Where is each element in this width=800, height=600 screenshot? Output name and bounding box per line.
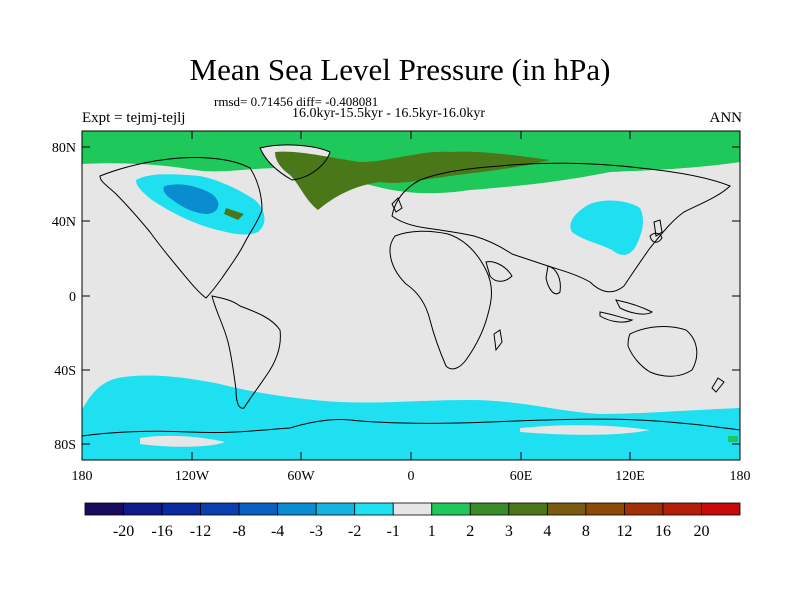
colorbar-label: -8 — [232, 523, 245, 540]
colorbar-label: 4 — [543, 523, 551, 540]
lon-tick-label: 120W — [175, 469, 210, 484]
longitude-axis: 180 120W 60W 0 60E 120E 180 — [72, 131, 751, 484]
colorbar-box — [431, 502, 471, 516]
colorbar-box — [84, 502, 124, 516]
lon-tick-label: 180 — [72, 469, 93, 484]
colorbar-box — [238, 502, 279, 516]
colorbar-label: 12 — [616, 523, 632, 540]
colorbar-label: 3 — [505, 523, 513, 540]
lat-tick-label: 40S — [54, 364, 76, 379]
east-asia-negative — [570, 200, 643, 255]
lat-tick-label: 80N — [52, 141, 76, 156]
period-label: 16.0kyr-15.5kyr - 16.5kyr-16.0kyr — [292, 106, 486, 121]
lon-tick-label: 60E — [510, 469, 533, 484]
colorbar-box — [508, 502, 548, 516]
colorbar-label: -4 — [271, 523, 284, 540]
colorbar-box — [315, 502, 356, 516]
colorbar-label: -20 — [113, 523, 134, 540]
colorbar-label: 1 — [428, 523, 436, 540]
colorbar-box — [200, 502, 240, 516]
colorbar-box — [354, 502, 394, 516]
lon-tick-label: 60W — [287, 469, 315, 484]
colorbar-box — [469, 502, 510, 516]
colorbar-box — [546, 502, 587, 516]
colorbar-label: -3 — [310, 523, 323, 540]
colorbar-label: -2 — [348, 523, 361, 540]
colorbar-label: -1 — [387, 523, 400, 540]
colorbar-box — [161, 502, 201, 516]
colorbar-label: 20 — [693, 523, 709, 540]
north-america-positive-spot — [224, 208, 244, 220]
coastlines — [81, 144, 741, 437]
map-title: Mean Sea Level Pressure (in hPa) — [189, 52, 611, 87]
rmsd-diff-stats: rmsd= 0.71456 diff= -0.408081 — [214, 94, 379, 109]
colorbar: -20 -16 -12 -8 -4 -3 -2 -1 1 2 3 4 8 12 16 20 — [84, 502, 741, 540]
colorbar-box — [392, 502, 433, 516]
colorbar-label: 16 — [655, 523, 671, 540]
lat-tick-label: 80S — [54, 438, 76, 453]
map-panel — [81, 130, 741, 461]
colorbar-box — [662, 502, 702, 516]
antarctic-gray-patch-2 — [520, 425, 650, 435]
north-america-strong-negative — [163, 184, 219, 214]
southern-ocean-negative — [82, 375, 740, 460]
colorbar-box — [701, 502, 741, 516]
lon-tick-label: 0 — [408, 469, 415, 484]
colorbar-label: 8 — [582, 523, 590, 540]
antarctic-positive-spot — [728, 436, 738, 442]
latitude-axis: 80N 40N 0 40S 80S — [52, 141, 740, 453]
lon-tick-label: 180 — [730, 469, 751, 484]
lat-tick-label: 40N — [52, 215, 76, 230]
colorbar-label: 2 — [466, 523, 474, 540]
experiment-label: Expt = tejmj-tejlj — [82, 110, 186, 126]
colorbar-box — [624, 502, 664, 516]
colorbar-box — [277, 502, 317, 516]
colorbar-box — [585, 502, 625, 516]
north-atlantic-strong-positive — [275, 151, 550, 210]
lon-tick-label: 120E — [615, 469, 645, 484]
antarctic-gray-patch-1 — [140, 435, 225, 447]
colorbar-box — [123, 502, 163, 516]
lat-tick-label: 0 — [69, 290, 76, 305]
colorbar-label: -16 — [151, 523, 172, 540]
colorbar-label: -12 — [190, 523, 211, 540]
season-label: ANN — [709, 110, 743, 126]
